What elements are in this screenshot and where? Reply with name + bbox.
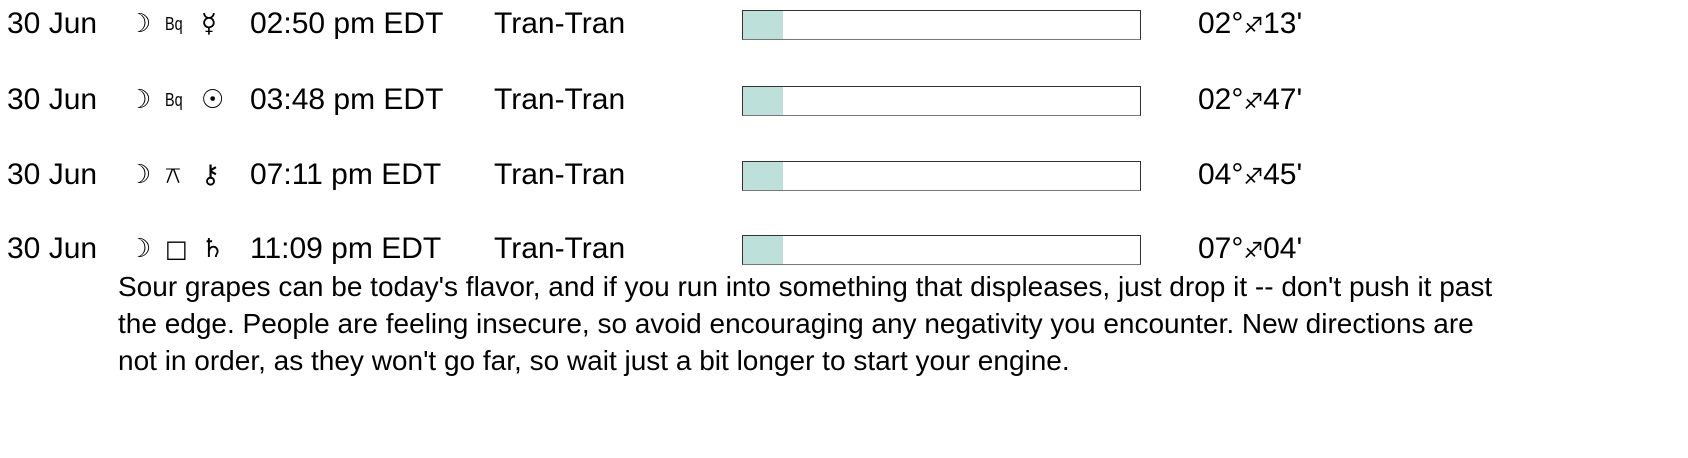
strength-bar [742,10,1141,40]
sagittarius-icon: ♐ [1243,165,1264,190]
sagittarius-icon: ♐ [1243,239,1264,264]
strength-bar-fill [743,236,783,264]
aspect-description: Sour grapes can be today's flavor, and i… [118,271,1493,376]
aspect-row: 30 Jun ☽ Bq ☿ 02:50 pm EDT Tran-Tran 02°… [0,6,1688,42]
degree: 02° [1198,83,1244,116]
time: 03:48 pm EDT [250,83,444,116]
date: 30 Jun [7,83,98,116]
date: 30 Jun [7,232,98,265]
aspect-row: 30 Jun ☽ □ ♄ 11:09 pm EDT Tran-Tran 07°♐… [0,231,1688,267]
minutes: 47' [1263,83,1303,116]
strength-bar [742,235,1141,265]
position: 04°♐45' [1198,157,1302,196]
position: 07°♐04' [1198,231,1302,270]
transit-type: Tran-Tran [494,83,626,116]
strength-bar-fill [743,87,783,115]
degree: 04° [1198,158,1244,191]
moon-icon: ☽ [128,9,152,39]
chiron-icon: ⚷ [201,160,221,190]
transit-type: Tran-Tran [494,7,626,40]
date: 30 Jun [7,7,98,40]
transit-type: Tran-Tran [494,232,626,265]
moon-icon: ☽ [128,160,152,190]
moon-icon: ☽ [128,85,152,115]
aspect-row: 30 Jun ☽ Bq ☉ 03:48 pm EDT Tran-Tran 02°… [0,82,1688,118]
biquintile-icon: Bq [165,90,183,110]
degree: 07° [1198,232,1244,265]
minutes: 45' [1263,158,1303,191]
strength-bar [742,161,1141,191]
position: 02°♐47' [1198,82,1302,121]
square-icon: □ [165,235,188,263]
time: 02:50 pm EDT [250,7,444,40]
saturn-icon: ♄ [201,234,225,264]
sun-icon: ☉ [201,85,225,115]
time: 11:09 pm EDT [250,232,442,265]
strength-bar [742,86,1141,116]
strength-bar-fill [743,11,783,39]
degree: 02° [1198,7,1244,40]
biquintile-icon: Bq [165,14,183,34]
minutes: 04' [1263,232,1303,265]
aspect-row: 30 Jun ☽ ⚻ ⚷ 07:11 pm EDT Tran-Tran 04°♐… [0,157,1688,193]
date: 30 Jun [7,158,98,191]
sagittarius-icon: ♐ [1243,14,1264,39]
mercury-icon: ☿ [201,9,217,39]
minutes: 13' [1263,7,1303,40]
time: 07:11 pm EDT [250,158,442,191]
sagittarius-icon: ♐ [1243,90,1264,115]
quincunx-icon: ⚻ [165,161,181,189]
moon-icon: ☽ [128,234,152,264]
strength-bar-fill [743,162,783,190]
position: 02°♐13' [1198,6,1302,45]
transit-type: Tran-Tran [494,158,626,191]
